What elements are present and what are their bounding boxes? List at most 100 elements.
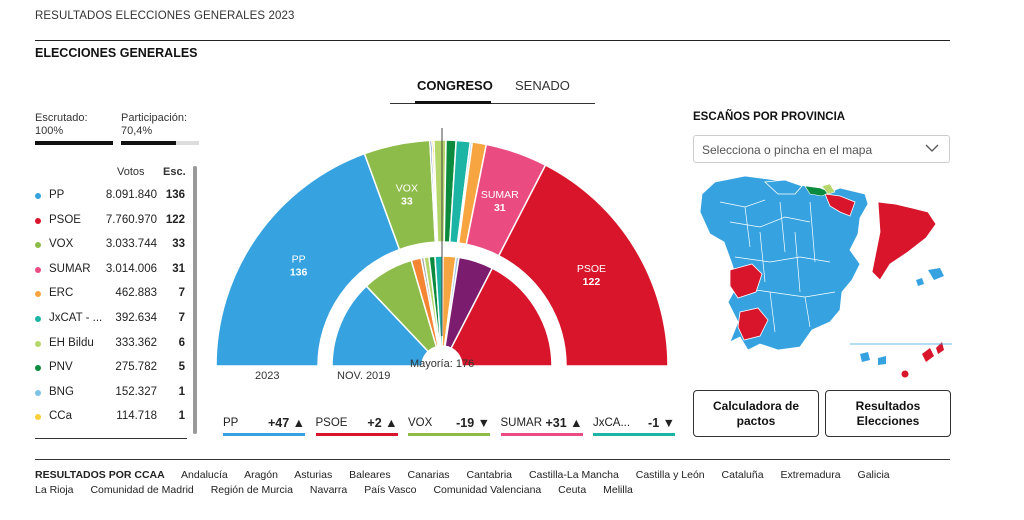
map-province-asturias-cantabria[interactable] [764,179,803,195]
party-list-scrollbar[interactable] [193,166,197,434]
party-name: EH Bildu [49,336,94,349]
party-votes: 3.014.006 [105,262,157,275]
party-votes: 7.760.970 [105,213,157,226]
party-color-dot [35,340,41,347]
pact-calculator-button[interactable]: Calculadora de pactos [693,390,819,437]
election-results-button[interactable]: Resultados Elecciones [825,390,951,437]
stat-participacion-bar [121,141,199,145]
map-province-catalonia[interactable] [871,201,937,281]
seat-change-delta: +2 ▲ [367,416,398,430]
ccaa-link[interactable]: Castilla y León [635,469,705,481]
ccaa-link[interactable]: Aragón [244,469,278,481]
ccaa-link[interactable]: Cantabria [466,469,513,481]
party-color-dot [35,242,41,249]
party-row[interactable]: PP 8.091.840 136 [35,186,187,211]
ccaa-link[interactable]: Cataluña [721,469,764,481]
party-seats: 1 [178,385,185,398]
seat-change-item: VOX -19 ▼ [408,414,490,436]
section-title: ELECCIONES GENERALES [35,46,198,60]
party-name: ERC [49,287,74,300]
tab-senado[interactable]: SENADO [515,78,570,93]
active-tab-indicator [415,101,491,104]
hemicycle-center [422,346,462,366]
party-color-dot [35,217,41,224]
ccaa-link[interactable]: Castilla-La Mancha [528,469,619,481]
party-row[interactable]: ERC 462.883 7 [35,284,187,309]
party-votes: 8.091.840 [105,189,157,201]
seat-change-delta: +47 ▲ [267,416,305,430]
outer-segment-pp[interactable] [216,152,401,367]
ccaa-link[interactable]: País Vasco [364,484,417,496]
party-row[interactable]: CCa 114.718 1 [35,407,187,432]
ccaa-link[interactable]: Galicia [857,469,890,481]
scrollbar-thumb[interactable] [193,166,197,434]
stat-escrutado-bar [35,141,113,145]
party-row[interactable]: VOX 3.033.744 33 [35,235,187,260]
stat-escrutado-label: Escrutado: [35,112,88,124]
tab-congreso[interactable]: CONGRESO [417,78,493,93]
ccaa-link[interactable]: La Rioja [35,484,74,496]
party-row[interactable]: JxCAT - ... 392.634 7 [35,309,187,334]
map-province-pv-green[interactable] [804,185,831,197]
hemicycle-party-label: VOX [396,183,418,195]
hemicycle-party-label: PP [292,254,306,266]
seat-change-party: VOX [408,417,433,429]
map-province-canarias-east[interactable] [922,342,944,362]
party-row[interactable]: SUMAR 3.014.006 31 [35,260,187,285]
party-votes: 462.883 [115,287,157,300]
map-province-blue[interactable] [699,175,869,351]
ccaa-link[interactable]: Ceuta [558,484,587,496]
stat-participacion-value: 70,4% [121,125,153,137]
seat-change-item: PSOE +2 ▲ [315,414,398,436]
party-seats: 33 [172,238,185,251]
ccaa-link[interactable]: Comunidad Valenciana [433,484,542,496]
seat-change-party: PP [223,417,239,429]
top-divider [35,40,950,41]
chamber-tabs: CONGRESO SENADO [390,78,595,104]
majority-label: Mayoría: 176 [410,358,475,370]
party-row[interactable]: PSOE 7.760.970 122 [35,211,187,236]
ccaa-link[interactable]: Extremadura [780,469,841,481]
party-row[interactable]: BNG 152.327 1 [35,383,187,408]
ccaa-link[interactable]: Melilla [603,484,633,496]
ccaa-link[interactable]: Canarias [407,469,450,481]
party-seats: 31 [172,262,185,275]
party-row[interactable]: EH Bildu 333.362 6 [35,334,187,359]
party-seats: 6 [178,336,185,349]
spain-province-map[interactable] [690,172,952,382]
outer-segment-psoe[interactable] [497,164,668,367]
hemicycle-seat-label: 31 [494,202,506,214]
bottom-divider [35,459,950,460]
ccaa-link[interactable]: Navarra [309,484,348,496]
party-votes: 392.634 [115,312,157,324]
party-seats: 1 [178,410,185,423]
map-province-bildu[interactable] [821,183,836,195]
hemicycle-seat-label: 122 [583,276,601,288]
party-row[interactable]: PNV 275.782 5 [35,358,187,383]
map-province-ceuta[interactable] [901,370,909,378]
stat-escrutado: Escrutado: 100% [35,112,113,145]
hemicycle-seat-label: 136 [290,267,308,279]
hemicycle-party-label: SUMAR [481,189,519,201]
page-kicker: RESULTADOS ELECCIONES GENERALES 2023 [35,10,295,22]
map-province-navarra-pv[interactable] [824,193,856,217]
ccaa-link[interactable]: Región de Murcia [210,484,293,496]
ccaa-link[interactable]: Andalucía [181,469,228,481]
map-province-extremadura-north[interactable] [729,263,763,299]
ccaa-link[interactable]: Comunidad de Madrid [90,484,194,496]
ccaa-link[interactable]: Asturias [294,469,333,481]
party-color-dot [35,193,41,199]
stat-escrutado-fill [35,141,113,145]
map-title: ESCAÑOS POR PROVINCIA [693,111,846,123]
ccaa-links: RESULTADOS POR CCAA Andalucía Aragón Ast… [35,468,945,498]
map-province-balears[interactable] [916,268,944,286]
seat-change-item: SUMAR +31 ▲ [500,414,583,436]
stat-escrutado-value: 100% [35,125,64,137]
inner-ring-label: NOV. 2019 [337,370,391,382]
party-votes: 275.782 [115,361,157,374]
map-province-extremadura-south[interactable] [737,307,769,341]
province-select[interactable]: Selecciona o pincha en el mapa [693,135,950,163]
map-province-canarias-west[interactable] [860,352,886,365]
ccaa-link[interactable]: Baleares [349,469,391,481]
